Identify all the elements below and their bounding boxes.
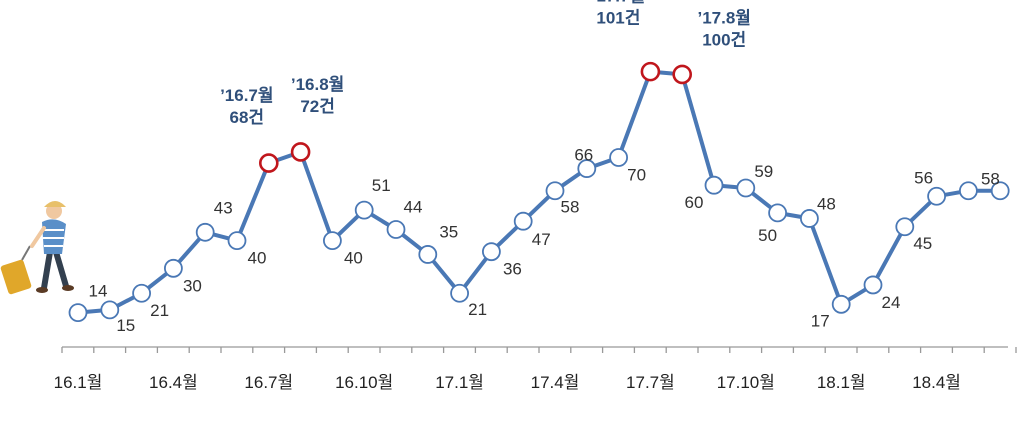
- data-point: [831, 294, 851, 314]
- data-point: [163, 258, 183, 278]
- data-label: 44: [404, 198, 423, 217]
- data-point: [895, 217, 915, 237]
- data-point: [322, 231, 342, 251]
- data-label: 70: [627, 166, 646, 185]
- data-point: [927, 186, 946, 206]
- data-label: 59: [754, 162, 773, 181]
- data-points: [68, 61, 1010, 323]
- data-point: [386, 220, 406, 239]
- data-point: [704, 175, 724, 195]
- data-label: 35: [439, 222, 458, 241]
- data-point: [132, 283, 152, 303]
- data-label: 36: [503, 260, 522, 279]
- highlight-callouts: ’16.7월 68건 ’16.8월 72건 ’17.7월 101건 ’17.8월 100건: [220, 0, 751, 127]
- data-label: 51: [372, 176, 391, 195]
- highlight-data-point: [290, 142, 311, 162]
- x-tick-label: 18.1월: [817, 373, 866, 392]
- data-point: [195, 222, 215, 242]
- callout-period: ’16.8월: [291, 75, 344, 94]
- callout-count: 68건: [230, 108, 265, 127]
- highlight-data-point: [640, 61, 661, 82]
- x-tick-label: 17.4월: [531, 373, 580, 392]
- data-labels: 14 15 21 30 43 40 40 51 44 35 21 36 47 58 66 70 60 59 50 48…: [89, 146, 1000, 335]
- callout-period: ’16.7월: [220, 86, 273, 105]
- data-point: [481, 242, 501, 262]
- data-label: 14: [89, 282, 108, 301]
- x-axis-tick-labels: 16.1월 16.4월 16.7월 16.10월 17.1월 17.4월 17.7월 17.1…: [54, 373, 961, 392]
- data-point: [959, 181, 978, 201]
- callout-period: ’17.7월: [592, 0, 645, 6]
- data-point: [577, 159, 597, 178]
- x-tick-label: 18.4월: [912, 373, 961, 392]
- x-tick-label: 16.4월: [149, 373, 198, 392]
- callout-period: ’17.8월: [697, 8, 750, 27]
- data-point: [68, 303, 88, 323]
- callout-count: 100건: [702, 30, 746, 49]
- data-label: 40: [248, 249, 267, 268]
- highlight-data-point: [672, 64, 693, 85]
- data-label: 45: [913, 234, 932, 253]
- data-label: 56: [914, 168, 933, 187]
- data-point: [609, 148, 628, 167]
- x-tick-label: 16.10월: [335, 373, 393, 392]
- data-point: [354, 200, 374, 220]
- data-label: 21: [468, 300, 487, 319]
- traveler-with-suitcase-icon: [0, 200, 74, 295]
- data-label: 58: [981, 170, 1000, 189]
- data-point: [736, 178, 756, 198]
- data-point: [768, 203, 787, 223]
- callout-count: 101건: [596, 9, 640, 28]
- data-point: [450, 283, 470, 303]
- x-tick-label: 17.7월: [626, 373, 675, 392]
- x-axis-ticks: [61, 347, 1017, 353]
- data-label: 66: [574, 146, 593, 165]
- data-label: 17: [811, 311, 830, 330]
- data-label: 47: [532, 230, 551, 249]
- data-point: [545, 181, 565, 201]
- data-point: [990, 181, 1010, 201]
- data-point: [100, 300, 120, 320]
- x-tick-label: 17.1월: [435, 373, 484, 392]
- data-label: 60: [685, 193, 704, 212]
- data-label: 30: [183, 276, 202, 295]
- x-tick-label: 16.1월: [54, 373, 103, 392]
- data-point: [418, 245, 438, 264]
- data-point: [800, 209, 819, 228]
- x-tick-label: 16.7월: [244, 373, 293, 392]
- callout-count: 72건: [300, 97, 335, 116]
- series-line: [77, 69, 1001, 315]
- data-point: [227, 231, 247, 251]
- data-point: [513, 211, 533, 231]
- highlight-data-point: [258, 153, 279, 173]
- data-label: 58: [561, 198, 580, 217]
- data-point: [863, 275, 883, 295]
- data-label: 24: [882, 293, 901, 312]
- data-label: 48: [817, 194, 836, 213]
- x-tick-label: 17.10월: [717, 373, 775, 392]
- data-label: 21: [150, 301, 169, 320]
- data-label: 40: [344, 249, 363, 268]
- data-label: 50: [758, 226, 777, 245]
- data-label: 43: [214, 198, 233, 217]
- data-label: 15: [116, 316, 135, 335]
